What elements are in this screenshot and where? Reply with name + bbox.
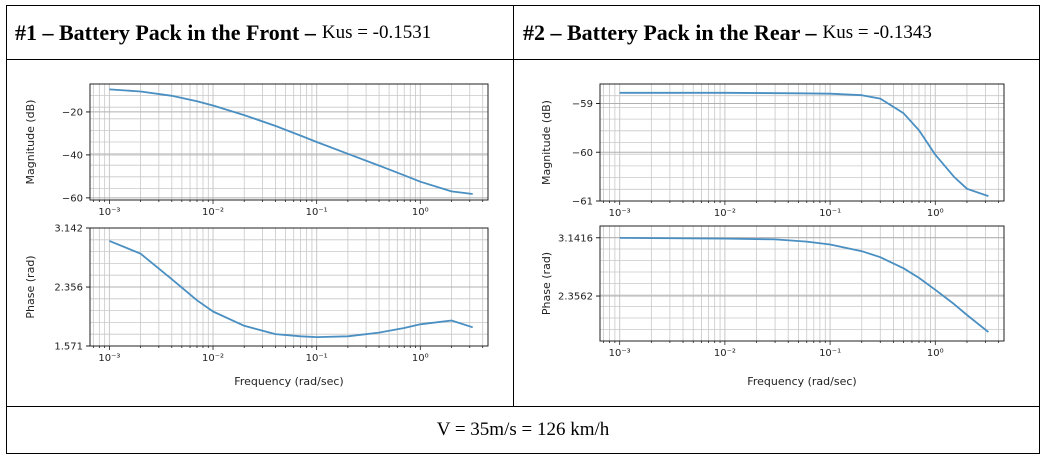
x-tick-label: 10⁻¹ bbox=[306, 353, 328, 364]
header-front-title: #1 – Battery Pack in the Front – bbox=[15, 20, 316, 45]
plot-frame bbox=[89, 227, 489, 347]
plot-frame bbox=[89, 83, 489, 201]
y-axis-label: Phase (rad) bbox=[540, 252, 553, 315]
header-rear-title: #2 – Battery Pack in the Rear – bbox=[523, 20, 817, 45]
y-tick-label: −60 bbox=[62, 193, 83, 204]
chart-front-phase: 3.142 2.356 1.571 10⁻³ 10⁻² 10⁻¹ 10⁰ Phase (rad… bbox=[24, 224, 489, 388]
y-tick-label: 1.571 bbox=[54, 342, 83, 353]
column-divider bbox=[513, 6, 514, 406]
x-tick-label: 10⁻³ bbox=[609, 348, 631, 359]
x-axis-label: Frequency (rad/sec) bbox=[747, 375, 856, 388]
y-tick-label: 3.1416 bbox=[558, 233, 593, 244]
x-tick-label: 10⁰ bbox=[927, 348, 944, 359]
y-tick-label: 2.3562 bbox=[558, 292, 593, 303]
x-tick-label: 10⁰ bbox=[412, 353, 429, 364]
y-tick-label: −20 bbox=[62, 107, 83, 118]
y-tick-label: −40 bbox=[62, 150, 83, 161]
header-divider bbox=[7, 59, 1039, 60]
x-tick-label: 10⁻² bbox=[714, 348, 736, 359]
header-front: #1 – Battery Pack in the Front – Kus = -… bbox=[15, 6, 431, 60]
x-tick-label: 10⁻³ bbox=[98, 207, 120, 218]
y-tick-label: −61 bbox=[572, 197, 593, 208]
x-tick-label: 10⁻¹ bbox=[819, 208, 841, 219]
y-axis-label: Magnitude (dB) bbox=[24, 100, 37, 185]
y-tick-label: −59 bbox=[572, 99, 593, 110]
series-line bbox=[109, 88, 473, 195]
x-tick-label: 10⁻¹ bbox=[306, 207, 328, 218]
series-line bbox=[619, 237, 989, 333]
x-axis-label: Frequency (rad/sec) bbox=[234, 375, 343, 388]
x-tick-label: 10⁻³ bbox=[98, 353, 120, 364]
y-tick-label: −60 bbox=[572, 148, 593, 159]
footer-divider bbox=[7, 406, 1039, 407]
x-tick-label: 10⁻² bbox=[202, 207, 224, 218]
series-line bbox=[109, 240, 473, 338]
plot-frame bbox=[599, 83, 1005, 202]
chart-rear-magnitude: −59 −60 −61 10⁻³ 10⁻² 10⁻¹ 10⁰ Magnitude (dB) bbox=[540, 83, 1005, 219]
results-table: #1 – Battery Pack in the Front – Kus = -… bbox=[6, 5, 1040, 454]
header-front-kus: Kus = -0.1531 bbox=[321, 22, 432, 43]
y-axis-label: Magnitude (dB) bbox=[540, 100, 553, 185]
y-tick-label: 3.142 bbox=[54, 224, 83, 235]
x-tick-label: 10⁻² bbox=[202, 353, 224, 364]
y-tick-label: 2.356 bbox=[54, 283, 83, 294]
x-tick-label: 10⁰ bbox=[927, 208, 944, 219]
header-rear-kus: Kus = -0.1343 bbox=[822, 22, 932, 43]
plot-frame bbox=[599, 225, 1005, 342]
chart-front-magnitude: −20 −40 −60 10⁻³ 10⁻² 10⁻¹ 10⁰ Magnitude (dB) bbox=[24, 83, 489, 218]
series-line bbox=[619, 91, 989, 197]
header-rear: #2 – Battery Pack in the Rear – Kus = -0… bbox=[523, 6, 932, 60]
y-axis-label: Phase (rad) bbox=[24, 255, 37, 318]
x-tick-label: 10⁰ bbox=[412, 207, 429, 218]
x-tick-label: 10⁻¹ bbox=[819, 348, 841, 359]
footer-speed: V = 35m/s = 126 km/h bbox=[436, 419, 610, 440]
x-tick-label: 10⁻² bbox=[714, 208, 736, 219]
x-tick-label: 10⁻³ bbox=[609, 208, 631, 219]
chart-rear-phase: 3.1416 2.3562 10⁻³ 10⁻² 10⁻¹ 10⁰ Phase (rad) Fr… bbox=[540, 225, 1005, 388]
